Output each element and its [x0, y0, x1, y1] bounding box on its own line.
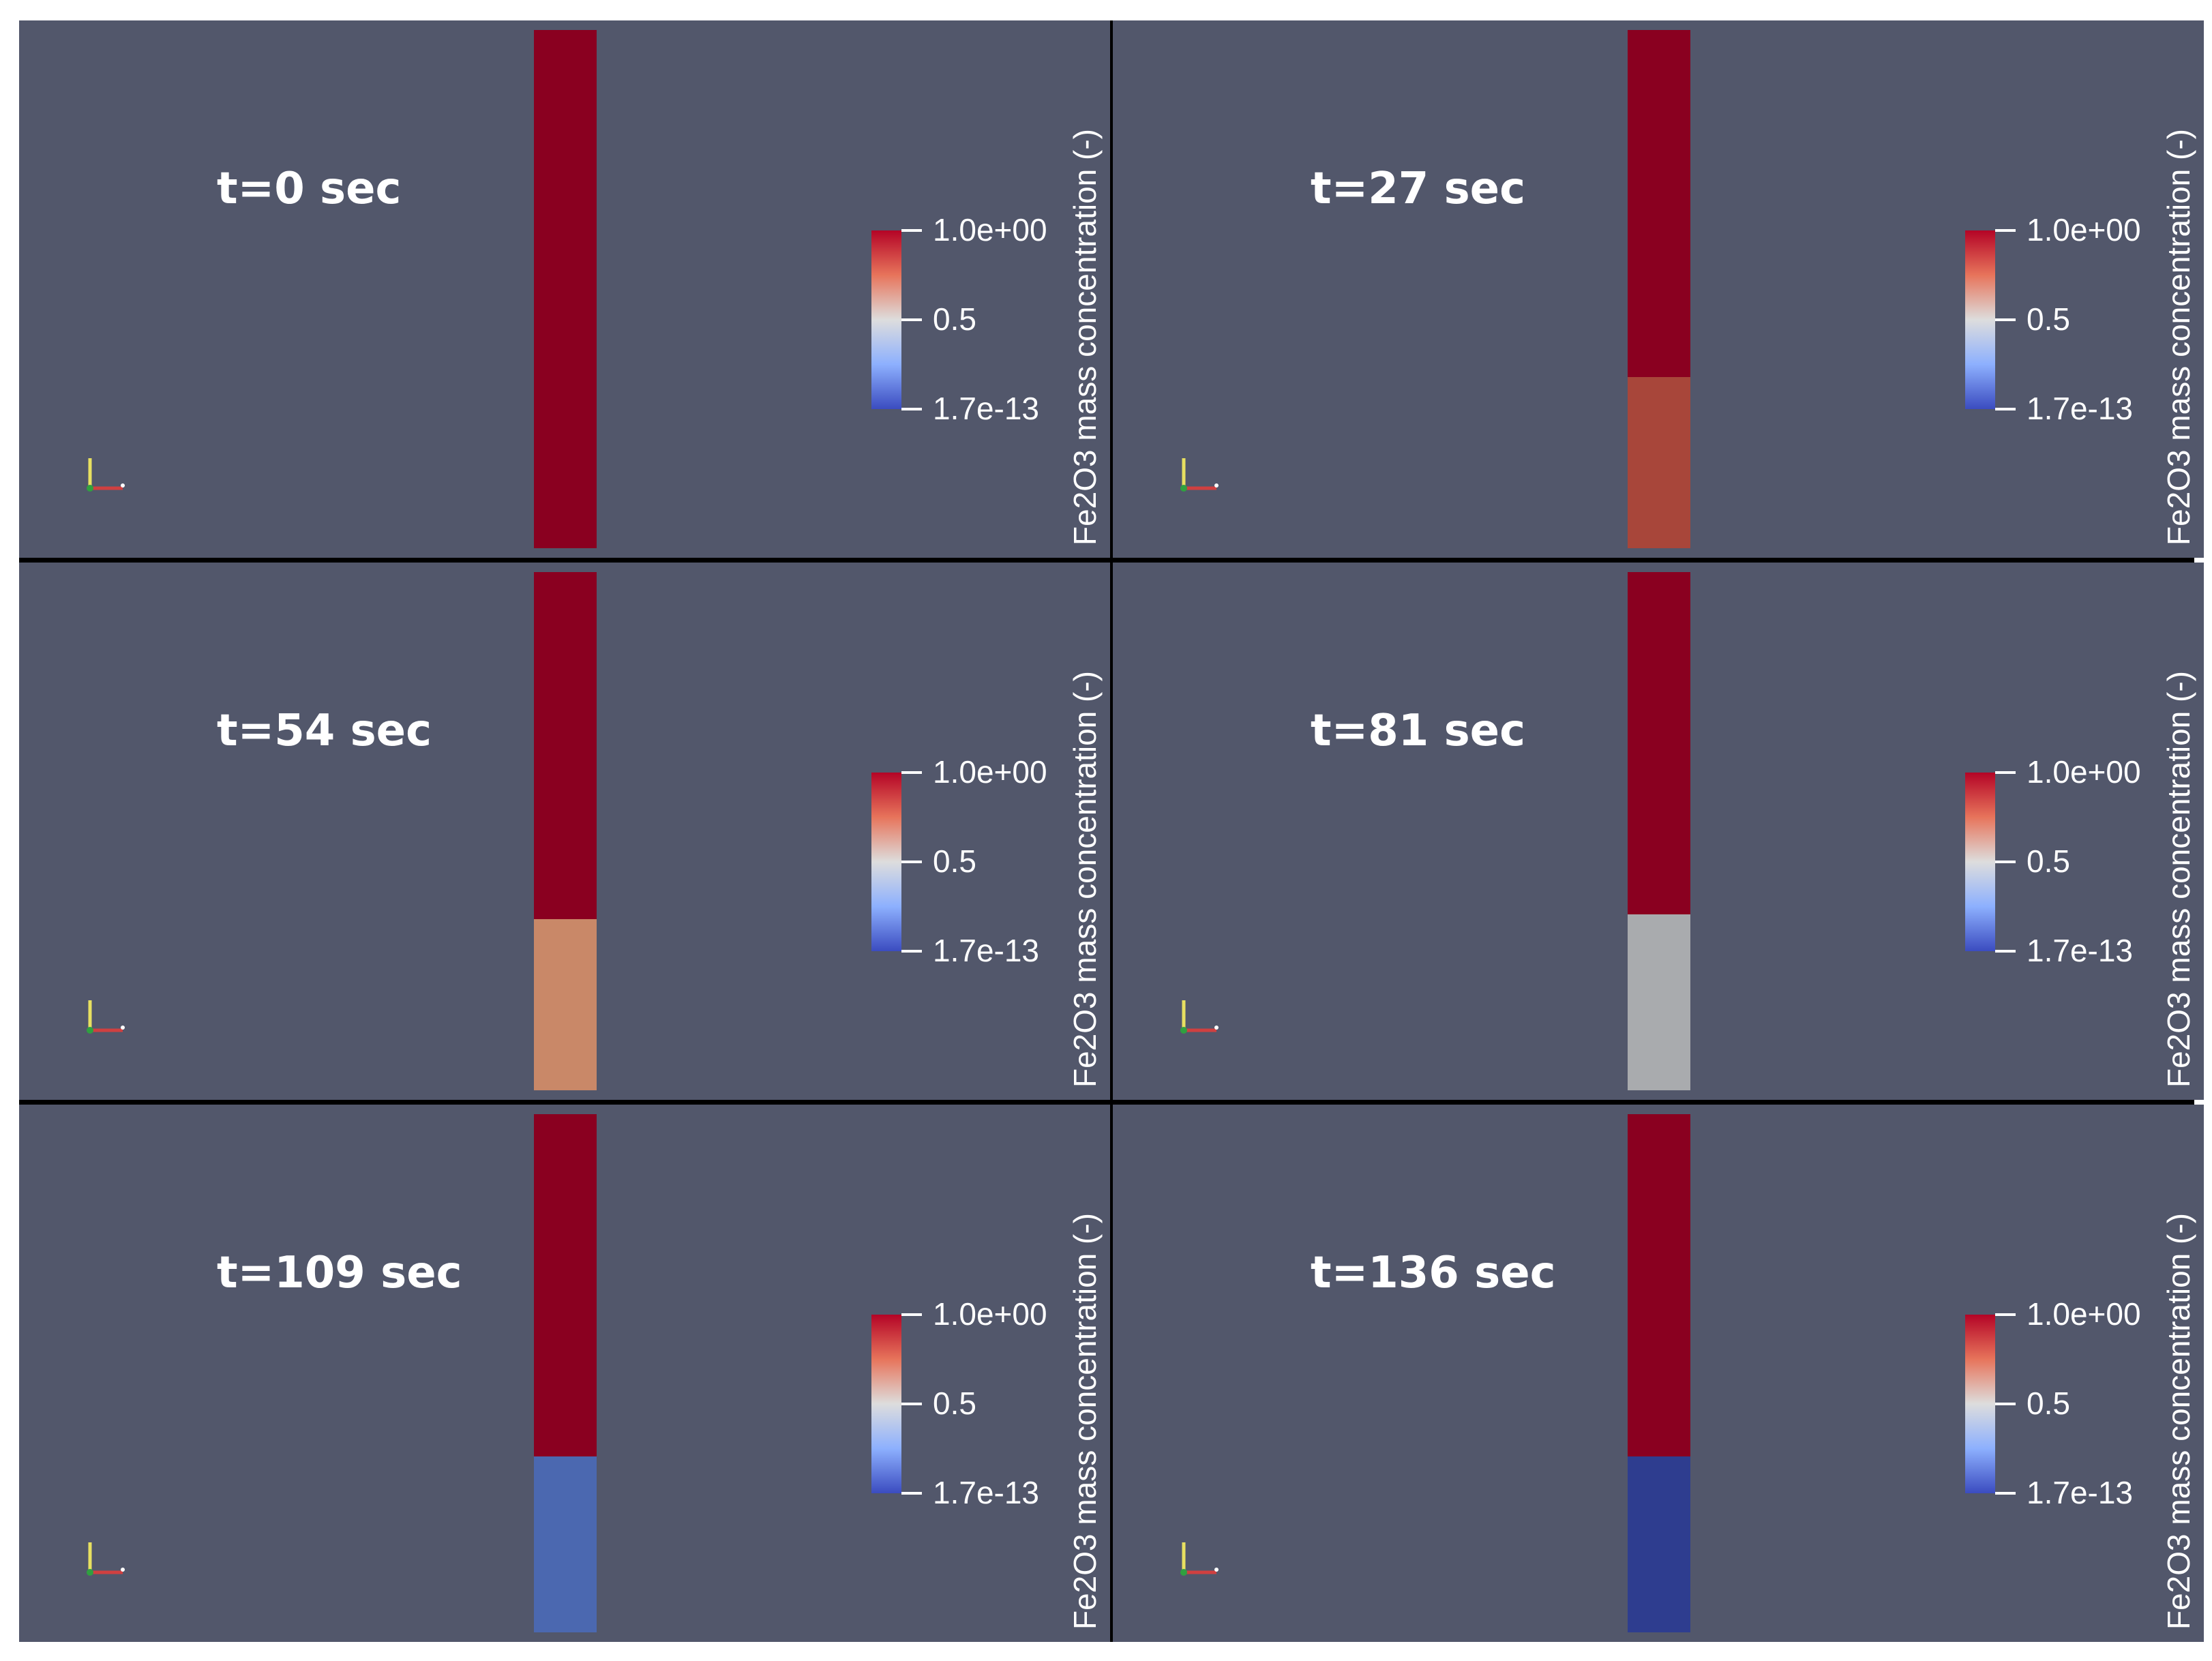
colorbar-gradient	[1965, 230, 1995, 409]
colorbar-mid-label: 0.5	[2027, 1386, 2070, 1421]
colorbar-tick-max	[901, 1313, 922, 1316]
column-bottom-region	[1628, 1456, 1690, 1632]
orientation-axes-icon	[1180, 1000, 1219, 1034]
colorbar-tick-mid	[901, 861, 922, 863]
time-label: t=54 sec	[217, 706, 432, 756]
reactor-column	[534, 30, 597, 548]
column-top-region	[1628, 30, 1690, 377]
colorbar-max-label: 1.0e+00	[933, 1296, 1047, 1332]
time-label: t=136 sec	[1311, 1248, 1556, 1298]
column-top-region	[1628, 1114, 1690, 1456]
reactor-column	[534, 1114, 597, 1632]
colorbar-title: Fe2O3 mass concentration (-)	[1067, 1212, 1103, 1630]
column-bottom-region	[1628, 914, 1690, 1090]
render-panel-t136[interactable]: t=136 sec 1.0e+00 0.5 1.7e-13 Fe2O3 mass…	[1113, 1105, 2204, 1642]
colorbar-tick-min	[1995, 950, 2016, 953]
column-bottom-region	[534, 919, 597, 1090]
colorbar-min-label: 1.7e-13	[933, 1475, 1040, 1510]
colorbar-tick-mid	[901, 318, 922, 321]
colorbar-gradient	[871, 230, 901, 409]
colorbar-tick-min	[1995, 1492, 2016, 1495]
colorbar-max-label: 1.0e+00	[2027, 212, 2141, 248]
colorbar-tick-max	[1995, 229, 2016, 232]
colorbar-max-label: 1.0e+00	[933, 212, 1047, 248]
colorbar-mid-label: 0.5	[933, 301, 976, 337]
orientation-axes-icon	[1180, 1542, 1219, 1576]
colorbar-min-label: 1.7e-13	[933, 391, 1040, 426]
time-label: t=109 sec	[217, 1248, 462, 1298]
orientation-axes-icon	[87, 1542, 125, 1576]
render-panel-t54[interactable]: t=54 sec 1.0e+00 0.5 1.7e-13 Fe2O3 mass …	[19, 563, 1110, 1100]
column-bottom-region	[534, 1456, 597, 1632]
colorbar-gradient	[871, 1315, 901, 1493]
render-panel-t109[interactable]: t=109 sec 1.0e+00 0.5 1.7e-13 Fe2O3 mass…	[19, 1105, 1110, 1642]
colorbar-title: Fe2O3 mass concentration (-)	[1067, 128, 1103, 545]
colorbar-tick-min	[901, 408, 922, 410]
colorbar-min-label: 1.7e-13	[2027, 933, 2134, 968]
orientation-axes-icon	[87, 1000, 125, 1034]
render-panel-t27[interactable]: t=27 sec 1.0e+00 0.5 1.7e-13 Fe2O3 mass …	[1113, 20, 2204, 558]
colorbar-min-label: 1.7e-13	[933, 933, 1040, 968]
render-panel-t0[interactable]: t=0 sec 1.0e+00 0.5 1.7e-13 Fe2O3 mass c…	[19, 20, 1110, 558]
colorbar-max-label: 1.0e+00	[2027, 1296, 2141, 1332]
column-top-region	[534, 572, 597, 919]
colorbar-max-label: 1.0e+00	[933, 754, 1047, 790]
colorbar-tick-max	[901, 771, 922, 774]
colorbar-gradient	[871, 773, 901, 951]
colorbar-min-label: 1.7e-13	[2027, 1475, 2134, 1510]
time-label: t=0 sec	[217, 164, 402, 214]
orientation-axes-icon	[87, 458, 125, 492]
column-top-region	[1628, 572, 1690, 914]
colorbar-tick-max	[901, 229, 922, 232]
time-label: t=81 sec	[1311, 706, 1525, 756]
colorbar-tick-max	[1995, 771, 2016, 774]
colorbar-tick-mid	[1995, 1403, 2016, 1405]
colorbar-title: Fe2O3 mass concentration (-)	[2161, 1212, 2196, 1630]
colorbar-tick-mid	[901, 1403, 922, 1405]
colorbar-title: Fe2O3 mass concentration (-)	[2161, 128, 2196, 545]
column-top-region	[534, 1114, 597, 1456]
reactor-column	[534, 572, 597, 1090]
reactor-column	[1628, 1114, 1690, 1632]
colorbar-gradient	[1965, 773, 1995, 951]
colorbar-tick-max	[1995, 1313, 2016, 1316]
column-top-region	[534, 30, 597, 548]
colorbar-mid-label: 0.5	[2027, 843, 2070, 879]
column-bottom-region	[1628, 377, 1690, 548]
reactor-column	[1628, 30, 1690, 548]
colorbar-mid-label: 0.5	[933, 1386, 976, 1421]
colorbar-mid-label: 0.5	[933, 843, 976, 879]
colorbar-tick-min	[901, 950, 922, 953]
colorbar-gradient	[1965, 1315, 1995, 1493]
colorbar-mid-label: 0.5	[2027, 301, 2070, 337]
colorbar-title: Fe2O3 mass concentration (-)	[1067, 670, 1103, 1088]
render-panel-t81[interactable]: t=81 sec 1.0e+00 0.5 1.7e-13 Fe2O3 mass …	[1113, 563, 2204, 1100]
colorbar-tick-mid	[1995, 861, 2016, 863]
time-label: t=27 sec	[1311, 164, 1525, 214]
colorbar-title: Fe2O3 mass concentration (-)	[2161, 670, 2196, 1088]
reactor-column	[1628, 572, 1690, 1090]
colorbar-tick-min	[901, 1492, 922, 1495]
colorbar-min-label: 1.7e-13	[2027, 391, 2134, 426]
colorbar-tick-mid	[1995, 318, 2016, 321]
colorbar-tick-min	[1995, 408, 2016, 410]
orientation-axes-icon	[1180, 458, 1219, 492]
visualization-grid: t=0 sec 1.0e+00 0.5 1.7e-13 Fe2O3 mass c…	[19, 20, 2204, 1642]
colorbar-max-label: 1.0e+00	[2027, 754, 2141, 790]
